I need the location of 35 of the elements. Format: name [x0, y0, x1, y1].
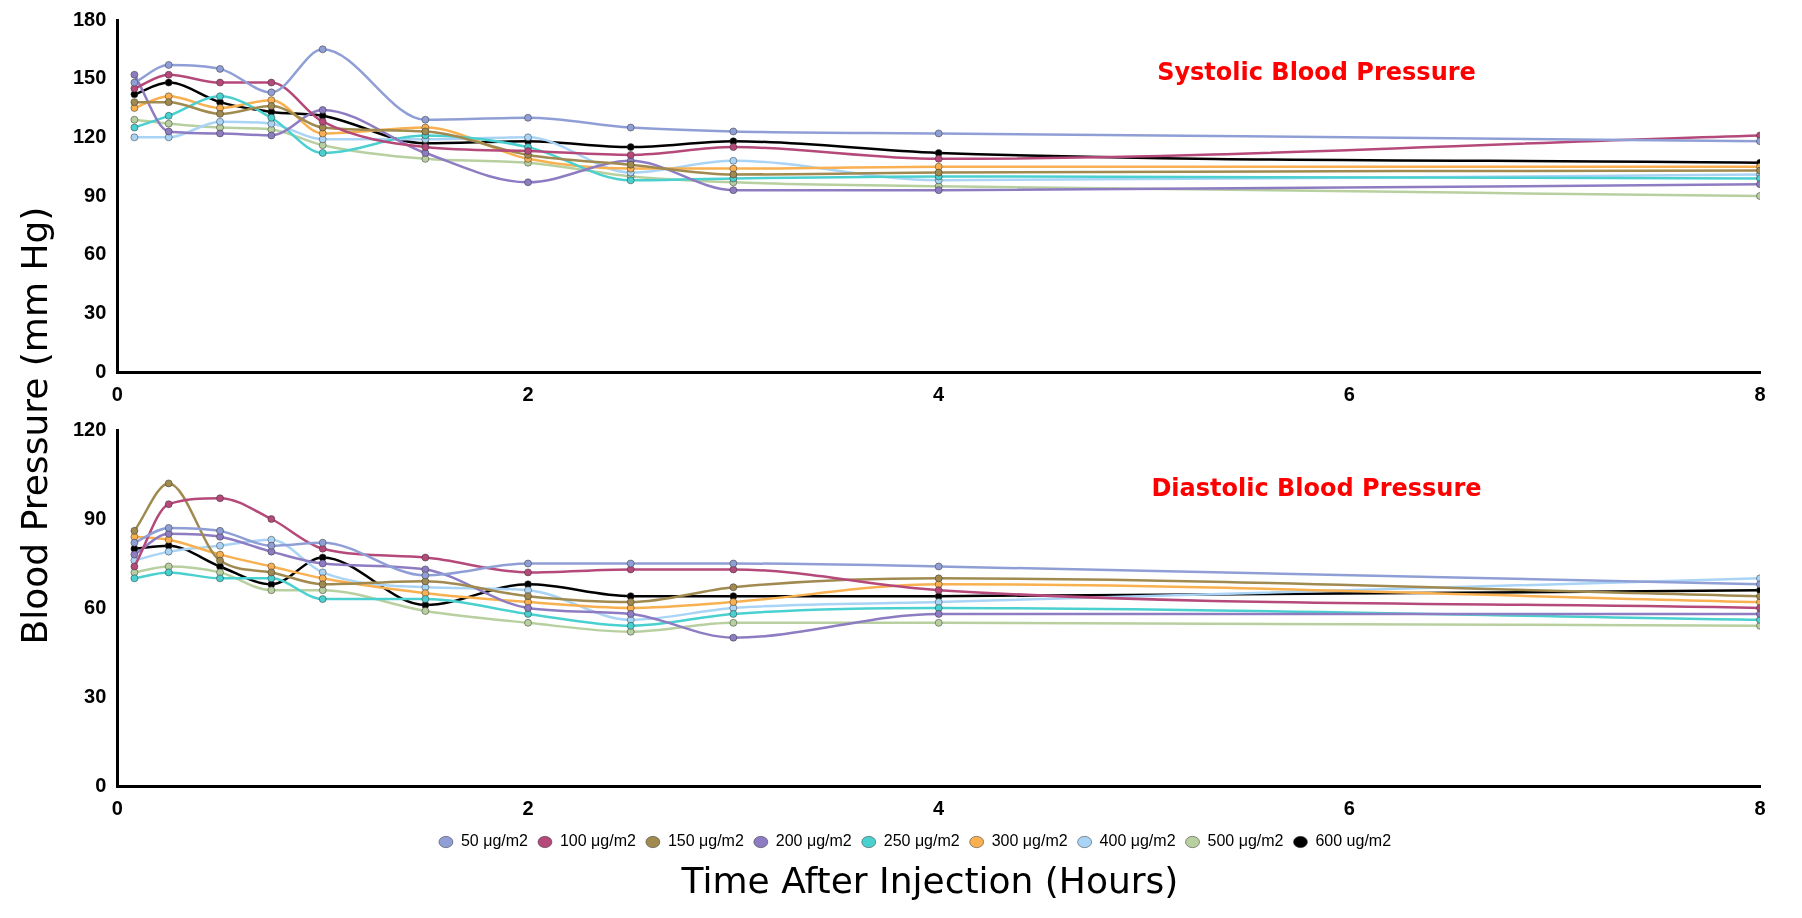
legend-label: 400 μg/m2 [1099, 832, 1176, 850]
y-tick-label: 180 [72, 7, 107, 30]
annotation: Systolic Blood Pressure [1157, 58, 1476, 86]
y-tick-label: 120 [72, 124, 107, 147]
x-tick-label: 6 [1343, 796, 1355, 819]
x-tick-label: 2 [522, 796, 534, 819]
legend-label: 200 μg/m2 [775, 832, 852, 850]
x-tick-label: 0 [111, 796, 123, 819]
x-axis-title: Time After Injection (Hours) [680, 860, 1180, 901]
x-tick-label: 4 [933, 796, 946, 819]
y-tick-label: 90 [84, 506, 107, 529]
y-tick-label: 30 [84, 684, 107, 707]
legend-label: 600 ug/m2 [1315, 832, 1392, 850]
x-tick-label: 2 [522, 382, 534, 405]
y-axis-title: Blood Pressure (mm Hg) [14, 206, 56, 644]
x-tick-label: 8 [1754, 382, 1766, 405]
y-tick-label: 0 [95, 359, 107, 382]
legend-label: 100 μg/m2 [559, 832, 636, 850]
legend-label: 300 μg/m2 [991, 832, 1068, 850]
x-tick-label: 6 [1343, 382, 1355, 405]
x-tick-label: 0 [111, 382, 123, 405]
legend-label: 500 μg/m2 [1207, 832, 1284, 850]
y-tick-label: 60 [84, 595, 107, 618]
x-tick-label: 8 [1754, 796, 1766, 819]
y-tick-label: 150 [72, 66, 107, 89]
y-tick-label: 30 [84, 300, 107, 323]
x-tick-label: 4 [933, 382, 946, 405]
annotation: Diastolic Blood Pressure [1151, 474, 1482, 503]
y-tick-label: 90 [84, 183, 107, 206]
legend-label: 50 μg/m2 [460, 832, 529, 850]
legend-label: 150 μg/m2 [667, 832, 744, 850]
legend-label: 250 μg/m2 [883, 832, 960, 850]
y-tick-label: 120 [72, 417, 107, 440]
y-tick-label: 0 [95, 773, 107, 796]
y-tick-label: 60 [84, 242, 107, 265]
